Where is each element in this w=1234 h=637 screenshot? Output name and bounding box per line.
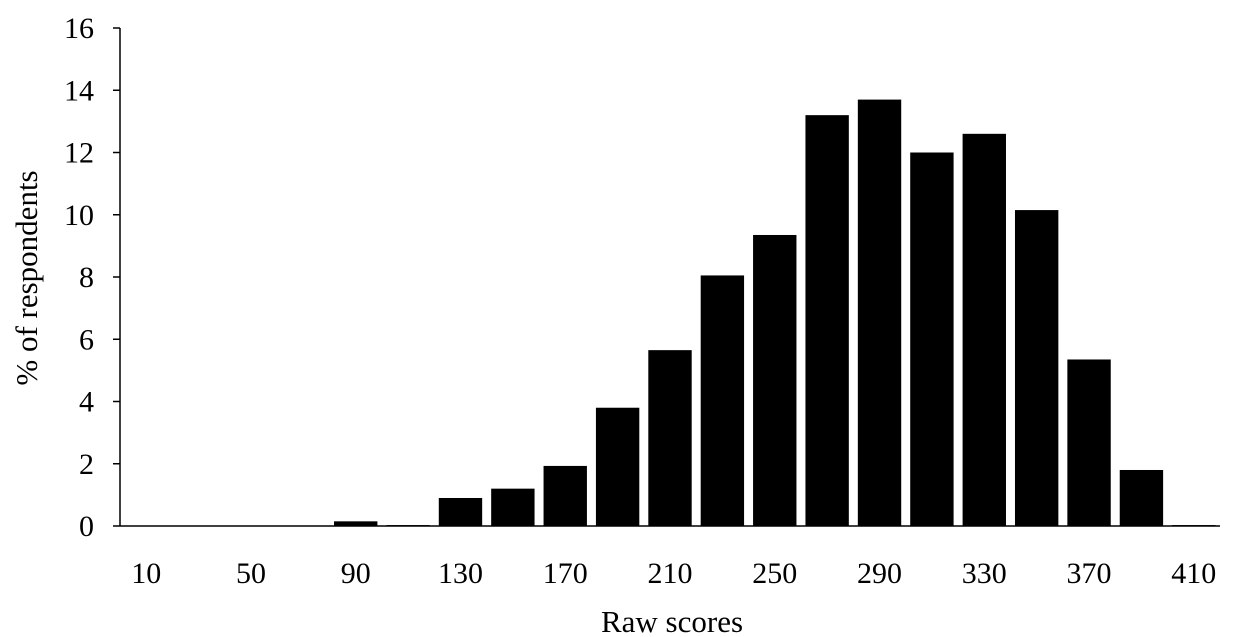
y-tick-label: 14: [64, 74, 94, 107]
x-tick-label: 10: [131, 557, 161, 590]
bar-170: [543, 465, 587, 526]
x-tick-label: 90: [341, 557, 371, 590]
y-tick-label: 6: [79, 323, 94, 356]
bar-230: [700, 275, 745, 526]
bar-330: [962, 133, 1006, 526]
y-tick-label: 0: [79, 510, 94, 543]
bar-90: [334, 521, 378, 526]
bars-group: [334, 99, 1216, 527]
y-axis-title: % of respondents: [9, 170, 44, 385]
y-tick-label: 2: [79, 448, 94, 481]
y-tick-label: 8: [79, 261, 94, 294]
bar-210: [648, 350, 692, 526]
bar-350: [1014, 210, 1059, 526]
x-tick-label: 170: [543, 557, 588, 590]
bar-310: [910, 152, 954, 526]
y-tick-label: 10: [64, 199, 94, 232]
x-tick-label: 370: [1067, 557, 1112, 590]
x-tick-label: 250: [752, 557, 797, 590]
x-axis-title: Raw scores: [601, 604, 743, 637]
x-axis: 10 50 90 130 170 210 250 290 330 370 410: [120, 525, 1220, 590]
x-tick-label: 330: [962, 557, 1007, 590]
bar-250: [753, 234, 797, 527]
bar-290: [857, 99, 902, 526]
bar-370: [1067, 359, 1111, 526]
bar-130: [438, 497, 483, 526]
x-tick-label: 130: [438, 557, 483, 590]
y-tick-label: 16: [64, 12, 94, 45]
bar-190: [595, 407, 640, 526]
x-tick-label: 50: [236, 557, 266, 590]
bar-150: [491, 488, 535, 526]
y-tick-label: 12: [64, 137, 94, 170]
x-tick-label: 290: [857, 557, 902, 590]
y-axis: 0 2 4 6 8 10 12 14 16: [64, 12, 121, 543]
bar-390: [1119, 469, 1164, 526]
x-tick-label: 410: [1171, 557, 1216, 590]
bar-270: [805, 115, 849, 527]
x-tick-label: 210: [648, 557, 693, 590]
y-tick-label: 4: [79, 386, 94, 419]
